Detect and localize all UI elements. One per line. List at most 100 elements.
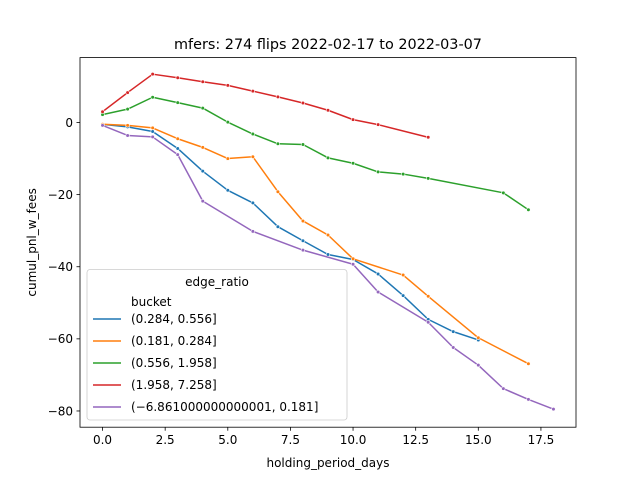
data-point — [150, 129, 155, 134]
data-point — [526, 207, 531, 212]
data-point — [225, 83, 230, 88]
data-point — [376, 169, 381, 175]
data-point — [250, 200, 255, 206]
data-point — [376, 289, 381, 295]
data-point — [325, 108, 331, 113]
data-point — [376, 122, 381, 127]
data-point — [526, 397, 531, 402]
data-point — [150, 134, 155, 140]
data-point — [451, 329, 456, 334]
legend-entry-label: (0.556, 1.958] — [131, 356, 217, 370]
data-point — [225, 156, 230, 161]
data-point — [300, 100, 306, 106]
chart-title: mfers: 274 flips 2022-02-17 to 2022-03-0… — [174, 37, 482, 53]
data-point — [451, 345, 456, 350]
data-point — [501, 190, 506, 195]
data-point — [426, 294, 431, 299]
data-point — [275, 141, 280, 146]
data-point — [426, 135, 431, 140]
y-axis: 0 −20 −40 −60 −80 — [48, 116, 80, 418]
data-point — [125, 123, 130, 128]
y-tick-label: −80 — [48, 404, 73, 418]
data-point — [125, 107, 130, 112]
x-tick-label: 7.5 — [281, 433, 300, 447]
data-point — [325, 155, 331, 160]
data-point — [175, 100, 180, 105]
data-point — [376, 271, 381, 277]
data-point — [325, 252, 331, 257]
data-point — [426, 176, 431, 181]
legend-entry-label: (−6.861000000000001, 0.181] — [131, 400, 318, 414]
data-point — [300, 218, 306, 224]
series-1 — [100, 122, 481, 343]
data-point — [300, 248, 306, 253]
series-line — [101, 96, 530, 211]
data-point — [275, 94, 280, 100]
plot-marks — [100, 72, 556, 412]
data-point — [175, 75, 180, 80]
data-point — [476, 363, 481, 368]
x-tick-label: 10.0 — [340, 433, 367, 447]
data-point — [526, 361, 531, 366]
data-point — [551, 407, 556, 412]
data-point — [100, 123, 105, 128]
data-point — [300, 142, 306, 147]
legend-entries: (0.284, 0.556] (0.181, 0.284] (0.556, 1.95… — [93, 312, 318, 414]
y-tick-label: −60 — [48, 332, 73, 346]
data-point — [150, 95, 155, 100]
data-point — [300, 238, 306, 243]
data-point — [250, 229, 255, 234]
data-point — [175, 152, 180, 157]
data-point — [200, 169, 205, 174]
series-5 — [100, 123, 556, 412]
x-tick-label: 12.5 — [402, 433, 429, 447]
data-point — [401, 171, 406, 177]
data-point — [250, 89, 255, 94]
data-point — [476, 335, 481, 340]
data-point — [350, 256, 356, 261]
x-tick-label: 5.0 — [218, 433, 237, 447]
data-point — [175, 146, 180, 151]
series-2 — [100, 122, 531, 366]
series-3 — [100, 95, 531, 212]
y-tick-label: −40 — [48, 260, 73, 274]
data-point — [401, 293, 406, 298]
data-point — [150, 72, 155, 77]
data-point — [426, 320, 431, 325]
legend-subtitle: bucket — [131, 295, 172, 309]
series-4 — [100, 72, 431, 140]
legend: edge_ratio bucket (0.284, 0.556] (0.181, … — [86, 269, 348, 421]
legend-title: edge_ratio — [185, 275, 249, 289]
data-point — [125, 133, 130, 138]
x-tick-label: 17.5 — [528, 433, 555, 447]
x-tick-label: 2.5 — [156, 433, 175, 447]
data-point — [401, 272, 406, 278]
data-point — [501, 386, 506, 391]
data-point — [125, 90, 130, 95]
data-point — [350, 262, 356, 267]
plot-frame — [79, 57, 577, 428]
x-axis-label: holding_period_days — [266, 456, 389, 470]
data-point — [200, 145, 205, 150]
data-point — [225, 120, 230, 125]
y-axis-label: cumul_pnl_w_fees — [25, 188, 39, 296]
legend-entry-label: (0.284, 0.556] — [131, 312, 217, 326]
data-point — [200, 105, 205, 111]
data-point — [200, 199, 205, 204]
data-point — [175, 136, 180, 141]
data-point — [325, 232, 331, 238]
y-tick-label: −20 — [48, 188, 73, 202]
legend-box — [86, 269, 348, 421]
x-tick-label: 15.0 — [465, 433, 492, 447]
y-tick-label: 0 — [65, 116, 73, 130]
legend-entry-label: (1.958, 7.258] — [131, 378, 217, 392]
data-point — [100, 109, 105, 114]
series-line — [101, 123, 480, 341]
legend-entry-label: (0.181, 0.284] — [131, 334, 217, 348]
data-point — [250, 131, 255, 137]
data-point — [250, 154, 255, 159]
data-point — [275, 189, 280, 194]
data-point — [350, 161, 356, 166]
